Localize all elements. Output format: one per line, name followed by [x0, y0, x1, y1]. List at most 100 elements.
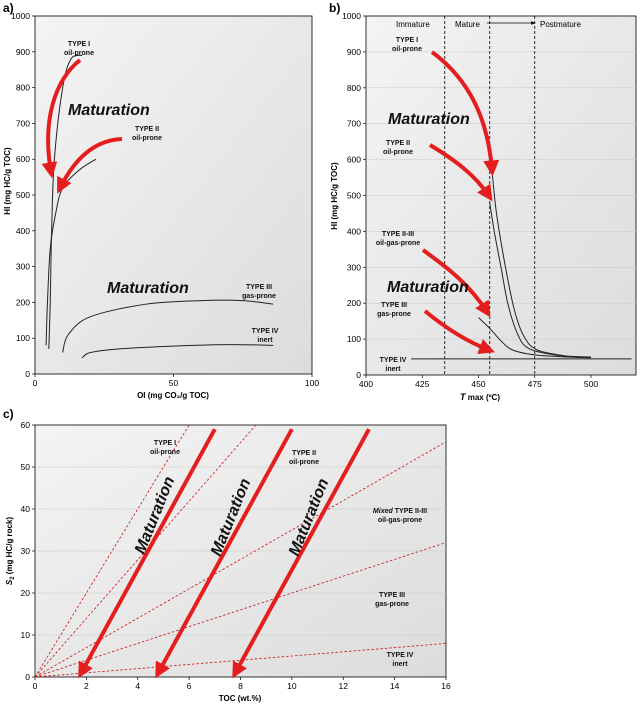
y-tick-label: 600 [16, 154, 30, 164]
type-label: TYPE II [292, 450, 316, 457]
series-line [45, 158, 97, 346]
series-line [478, 317, 592, 359]
type-label: TYPE II [386, 140, 410, 147]
maturation-arrow [430, 50, 500, 177]
x-axis-label-b: T max (ºC) [460, 392, 500, 402]
type-sublabel: oil-prone [383, 149, 413, 156]
y-tick-label: 30 [21, 546, 31, 556]
y-tick-label: 20 [21, 588, 31, 598]
maturation-arrow [41, 58, 82, 179]
y-tick-label: 0 [356, 370, 361, 380]
x-tick-label: 425 [415, 379, 429, 389]
type-sublabel: oil-prone [132, 135, 162, 142]
zone-immature: Immature [396, 20, 430, 29]
x-tick-label: 12 [339, 681, 349, 691]
maturation-arrow [78, 428, 217, 679]
type-boundary-line [34, 441, 447, 678]
type-label: TYPE III [381, 302, 407, 309]
maturation-arrows-a [41, 58, 123, 194]
zone-postmature: Postmature [540, 20, 581, 29]
y-tick-label: 1000 [342, 11, 361, 21]
type-sublabel: inert [385, 366, 401, 373]
x-tick-label: 10 [287, 681, 297, 691]
type-label: TYPE II-III [382, 231, 414, 238]
type-label: Mixed TYPE II-III [373, 508, 427, 515]
x-tick-label: 100 [305, 378, 319, 388]
y-tick-label: 700 [16, 118, 30, 128]
panel-a: a) 0 50 1000100200300400500600700800900100… [3, 1, 319, 400]
x-tick-label: 475 [528, 379, 542, 389]
maturation-arrows-c [78, 428, 371, 679]
y-axis-label-b: HI (mg HC/g TOC) [330, 162, 339, 230]
type-sublabel: gas-prone [375, 601, 409, 608]
y-tick-label: 400 [347, 226, 361, 236]
type-sublabel: oil-prone [64, 50, 94, 57]
y-tick-label: 300 [16, 262, 30, 272]
type-boundary-line [34, 424, 257, 678]
x-tick-label: 450 [471, 379, 485, 389]
x-tick-label: 0 [33, 378, 38, 388]
y-tick-label: 40 [21, 504, 31, 514]
y-tick-label: 200 [347, 298, 361, 308]
axes-b: 400 425 450 475 500 0 100 200 300 400 500 600 700 800… [342, 11, 636, 389]
type-boundary-line [34, 542, 447, 678]
boundary-lines [34, 424, 447, 678]
type-sublabel: oil-prone [289, 459, 319, 466]
series-line [48, 54, 83, 349]
y-tick-label: 800 [347, 83, 361, 93]
y-tick-label: 100 [347, 334, 361, 344]
panel-b: b) 400 425 450 475 500 0 100 200 300 400 500 600 700… [329, 1, 637, 402]
type-sublabel: gas-prone [242, 293, 276, 300]
x-tick-label: 14 [390, 681, 400, 691]
panel-a-label: a) [3, 1, 14, 15]
type-label: TYPE IV [252, 328, 279, 335]
x-tick-label: 4 [135, 681, 140, 691]
zone-mature: Mature [455, 20, 480, 29]
type-sublabel: oil-prone [150, 449, 180, 456]
maturation-label: Maturation [387, 279, 469, 296]
x-tick-label: 50 [169, 378, 179, 388]
type-sublabel: oil-prone [392, 46, 422, 53]
x-tick-label: 0 [33, 681, 38, 691]
y-axis-label-c: S2 (mg HC/g rock) [5, 517, 16, 586]
maturation-arrow [232, 428, 371, 679]
type-label: TYPE II [135, 126, 159, 133]
y-tick-label: 1000 [11, 11, 30, 21]
type-label: TYPE III [379, 592, 405, 599]
y-tick-label: 60 [21, 420, 31, 430]
y-tick-label: 700 [347, 119, 361, 129]
type-label: TYPE I [396, 37, 418, 44]
x-axis-label-a: OI (mg CO₂/g TOC) [137, 391, 209, 400]
type-sublabel: gas-prone [377, 311, 411, 318]
y-tick-label: 300 [347, 262, 361, 272]
x-tick-label: 400 [359, 379, 373, 389]
x-axis-label-c: TOC (wt.%) [219, 694, 262, 703]
y-tick-label: 900 [347, 47, 361, 57]
type-sublabel: inert [257, 337, 273, 344]
panel-b-label: b) [329, 1, 340, 15]
maturation-arrow [155, 428, 294, 679]
maturation-arrow [57, 137, 123, 194]
type-label: TYPE IV [387, 652, 414, 659]
x-tick-label: 16 [441, 681, 451, 691]
x-tick-label: 6 [187, 681, 192, 691]
type-label: TYPE III [246, 284, 272, 291]
series-line [62, 299, 274, 353]
y-tick-label: 50 [21, 462, 31, 472]
y-tick-label: 200 [16, 297, 30, 307]
type-label: TYPE IV [380, 357, 407, 364]
y-tick-label: 500 [16, 190, 30, 200]
x-tick-label: 500 [584, 379, 598, 389]
series-b [411, 170, 632, 360]
series-line [489, 202, 592, 358]
maturation-arrows-b [421, 50, 500, 355]
x-tick-label: 8 [238, 681, 243, 691]
y-tick-label: 0 [25, 369, 30, 379]
series-line [81, 344, 274, 359]
series-a [45, 54, 274, 359]
maturation-label: Maturation [107, 280, 189, 297]
type-sublabel: oil-gas-prone [378, 517, 422, 524]
y-tick-label: 10 [21, 630, 31, 640]
